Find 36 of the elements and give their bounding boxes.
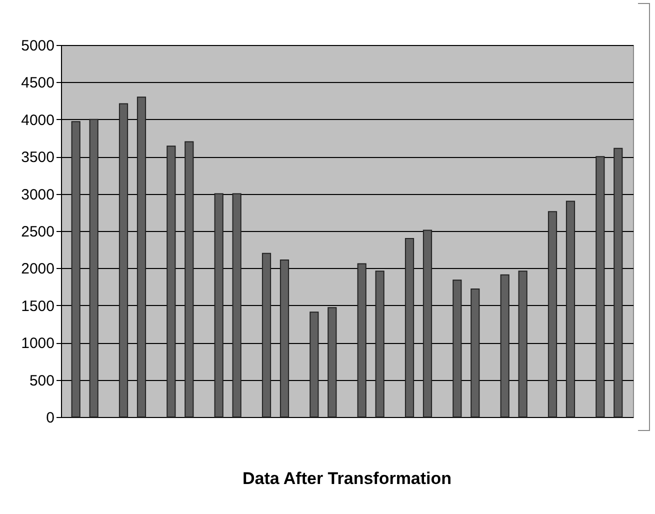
y-tick-label: 1500 (21, 298, 54, 315)
bar (71, 121, 80, 418)
bar (566, 200, 576, 418)
bar (470, 288, 480, 418)
bar (328, 307, 337, 418)
bar (136, 96, 146, 418)
bar (452, 280, 462, 418)
bar (232, 193, 242, 418)
bar (596, 156, 605, 418)
bar (214, 193, 224, 418)
bar (89, 118, 98, 418)
bar (518, 270, 528, 418)
y-tick-label: 0 (46, 410, 54, 426)
bar (310, 312, 319, 418)
y-tick-label: 3000 (21, 186, 54, 204)
text: Data After Transformation (242, 469, 452, 488)
bar (280, 260, 290, 418)
bar (614, 148, 623, 418)
y-tick-label: 4500 (21, 74, 54, 92)
bar (118, 103, 128, 418)
bar (404, 238, 414, 418)
y-tick-label: 2500 (21, 224, 54, 240)
y-tick-label: 4000 (21, 112, 54, 129)
y-tick-label: 5000 (21, 38, 54, 54)
y-tick-label: 2000 (21, 260, 54, 278)
bar (375, 270, 384, 418)
bar (422, 230, 432, 418)
bar (500, 274, 510, 418)
bar (357, 263, 366, 418)
y-tick-label: 3500 (21, 149, 54, 166)
bar (184, 141, 194, 418)
bar (548, 211, 558, 418)
bar (262, 252, 272, 418)
y-tick-label: 500 (29, 372, 54, 390)
y-tick-label: 1000 (21, 335, 54, 352)
bar (166, 146, 176, 418)
